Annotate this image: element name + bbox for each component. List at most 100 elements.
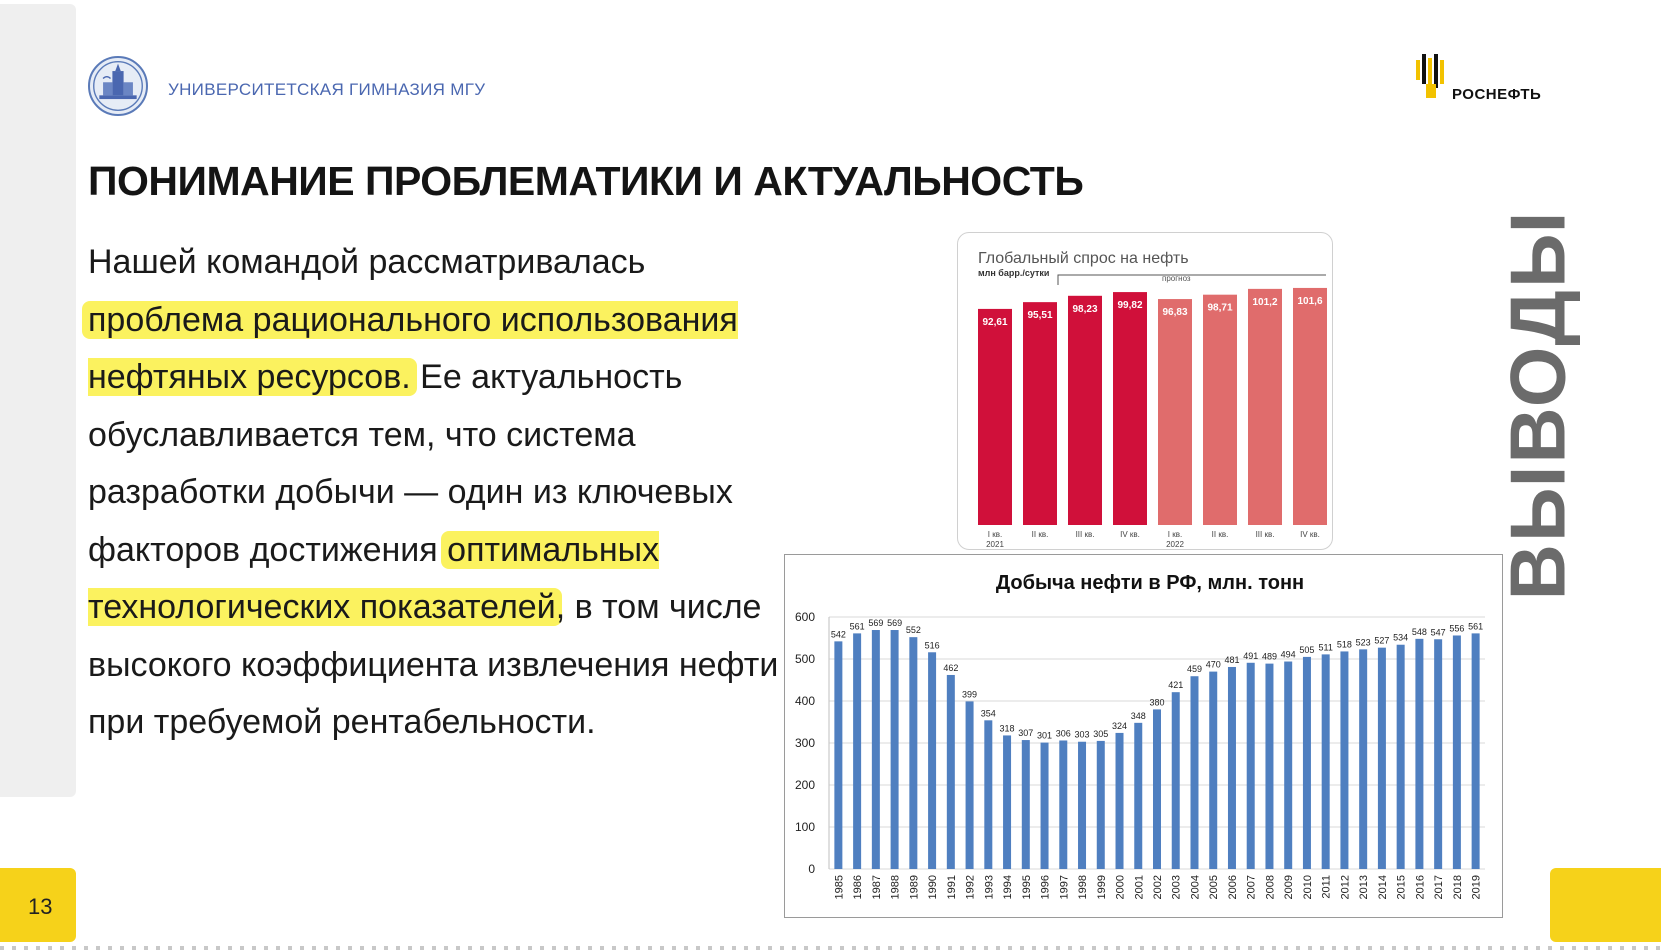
- bar: [984, 720, 993, 869]
- bar: [1321, 654, 1330, 869]
- bar: [1377, 647, 1386, 869]
- rosneft-logo-icon: [1416, 54, 1444, 98]
- data-label: 556: [1449, 623, 1464, 633]
- data-label: 534: [1393, 633, 1408, 643]
- bar: [834, 641, 843, 869]
- bar: [1068, 295, 1102, 525]
- x-tick-label: 2011: [1321, 875, 1333, 899]
- oil-production-chart: Добыча нефти в РФ, млн. тонн 0 100 200 300 40…: [784, 554, 1503, 918]
- bar: [1134, 722, 1143, 869]
- x-tick-label: 1985: [833, 875, 845, 899]
- data-label: 491: [1243, 651, 1258, 661]
- x-tick-label: 1996: [1040, 875, 1052, 899]
- body-text-part: , в том числе высокого коэффициента извл…: [88, 588, 779, 741]
- x-tick-label: 2018: [1452, 875, 1464, 899]
- bar: [909, 637, 918, 869]
- category-label: I кв.: [1168, 530, 1182, 539]
- bar: [853, 633, 862, 869]
- data-label: 518: [1337, 639, 1352, 649]
- page-number-badge: [0, 868, 76, 942]
- bottom-dotted-border: [0, 946, 1661, 950]
- bar: [1265, 663, 1274, 869]
- bar: [1415, 638, 1424, 869]
- data-label: 505: [1299, 645, 1314, 655]
- bar: [1293, 287, 1327, 525]
- x-tick-label: 1989: [908, 875, 920, 899]
- body-text-part: Ее актуальность обуславливается тем, что…: [88, 358, 733, 569]
- section-title-text: ВЫВОДЫ: [1493, 209, 1582, 601]
- data-label: 303: [1075, 730, 1090, 740]
- bar: [1153, 709, 1161, 869]
- x-tick-label: 2004: [1189, 875, 1201, 899]
- bar: [1113, 292, 1147, 525]
- data-label: 523: [1356, 637, 1371, 647]
- chart-title: Добыча нефти в РФ, млн. тонн: [996, 572, 1304, 594]
- x-tick-label: 1999: [1096, 875, 1108, 899]
- x-tick-label: 1995: [1021, 875, 1033, 899]
- data-label: 98,23: [1072, 304, 1097, 315]
- data-label: 552: [906, 625, 921, 635]
- university-gymnasium-logo: [88, 56, 148, 116]
- x-tick-label: 2015: [1396, 875, 1408, 899]
- bar: [928, 652, 937, 869]
- x-tick-label: 2000: [1115, 875, 1127, 899]
- data-label: 305: [1093, 729, 1108, 739]
- y-tick-label: 400: [795, 694, 815, 708]
- data-label: 516: [925, 640, 940, 650]
- body-text-part: Нашей командой рассматривалась: [88, 243, 646, 281]
- data-label: 569: [887, 618, 902, 628]
- category-label: 2022: [1166, 540, 1184, 549]
- x-tick-label: 2017: [1433, 875, 1445, 899]
- category-label: IV кв.: [1120, 530, 1140, 539]
- bar: [1158, 299, 1192, 525]
- data-label: 354: [981, 708, 996, 718]
- bar: [1023, 302, 1057, 525]
- school-name: УНИВЕРСИТЕТСКАЯ ГИМНАЗИЯ МГУ: [168, 80, 486, 99]
- bar: [978, 308, 1012, 525]
- x-tick-label: 1987: [871, 875, 883, 899]
- data-label: 548: [1412, 627, 1427, 637]
- x-tick-label: 2014: [1377, 875, 1389, 899]
- data-label: 318: [1000, 723, 1015, 733]
- data-label: 101,2: [1252, 297, 1277, 308]
- data-label: 95,51: [1027, 310, 1052, 321]
- bar: [1171, 692, 1180, 869]
- page-title: ПОНИМАНИЕ ПРОБЛЕМАТИКИ И АКТУАЛЬНОСТЬ: [88, 158, 1084, 204]
- bar: [1452, 635, 1461, 869]
- bar: [1284, 661, 1293, 869]
- x-tick-label: 2002: [1152, 875, 1164, 899]
- data-label: 470: [1206, 660, 1221, 670]
- y-tick-label: 0: [808, 862, 815, 876]
- data-label: 380: [1149, 697, 1164, 707]
- bar: [871, 630, 880, 869]
- data-label: 494: [1281, 650, 1296, 660]
- x-tick-label: 1997: [1058, 875, 1070, 899]
- brand-name: РОСНЕФТЬ: [1452, 86, 1542, 103]
- bar: [1059, 740, 1068, 869]
- category-label: II кв.: [1212, 530, 1229, 539]
- bar: [1078, 741, 1087, 869]
- bar: [1203, 294, 1237, 525]
- bar: [1248, 288, 1282, 525]
- bar: [1115, 732, 1124, 869]
- category-label: III кв.: [1256, 530, 1275, 539]
- page-number: 13: [28, 894, 53, 919]
- data-label: 561: [1468, 621, 1483, 631]
- data-label: 96,83: [1162, 307, 1187, 318]
- data-label: 489: [1262, 652, 1277, 662]
- y-tick-label: 500: [795, 652, 815, 666]
- bar: [1302, 656, 1311, 869]
- category-label: II кв.: [1032, 530, 1049, 539]
- x-tick-label: 2007: [1246, 875, 1258, 899]
- bar: [1434, 639, 1443, 869]
- bar: [946, 674, 955, 869]
- bar: [1227, 666, 1236, 869]
- data-label: 561: [850, 621, 865, 631]
- y-tick-label: 200: [795, 778, 815, 792]
- category-label: III кв.: [1076, 530, 1095, 539]
- bar: [1003, 735, 1012, 869]
- x-tick-label: 2006: [1227, 875, 1239, 899]
- y-tick-label: 300: [795, 736, 815, 750]
- data-label: 301: [1037, 731, 1052, 741]
